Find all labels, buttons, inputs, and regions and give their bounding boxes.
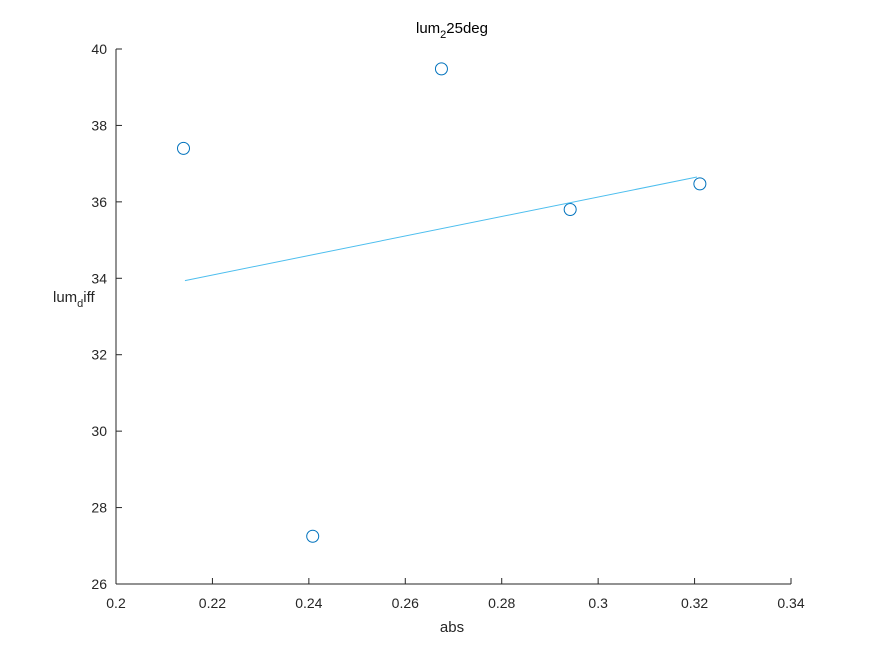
chart-title: lum225deg [416,20,488,41]
y-ticks: 26 28 30 32 34 36 38 40 [91,41,122,592]
x-tick-label: 0.24 [295,595,322,611]
data-point [693,177,707,191]
x-tick-label: 0.32 [681,595,708,611]
data-point [434,62,448,76]
x-tick-label: 0.2 [106,595,126,611]
y-axis-label: lumdiff [53,289,96,310]
y-tick-label: 40 [91,41,107,57]
data-point [563,203,577,216]
x-tick-label: 0.26 [392,595,419,611]
chart-title-main: lum [416,20,440,37]
x-tick-label: 0.3 [588,595,608,611]
y-tick-label: 28 [91,500,107,516]
y-axis-label-rest: iff [83,289,95,306]
x-tick-label: 0.34 [777,595,804,611]
axes [115,49,791,585]
y-tick-label: 30 [91,423,107,439]
y-tick-label: 36 [91,194,107,210]
y-tick-label: 32 [91,347,107,363]
x-tick-label: 0.28 [488,595,515,611]
chart-title-subscript: 2 [440,29,446,41]
fit-line [184,176,698,282]
x-ticks: 0.2 0.22 0.24 0.26 0.28 0.3 0.32 0.34 [106,578,805,611]
y-axis-label-subscript: d [77,298,83,310]
y-tick-label: 26 [91,576,107,592]
data-point [177,141,190,155]
y-tick-label: 34 [91,270,107,286]
data-marks [177,62,707,543]
y-tick-label: 38 [91,117,107,133]
chart-title-rest: 25deg [446,20,488,37]
x-axis-label: abs [440,619,464,636]
data-point [306,529,320,543]
y-axis-label-main: lum [53,289,77,306]
x-tick-label: 0.22 [199,595,226,611]
